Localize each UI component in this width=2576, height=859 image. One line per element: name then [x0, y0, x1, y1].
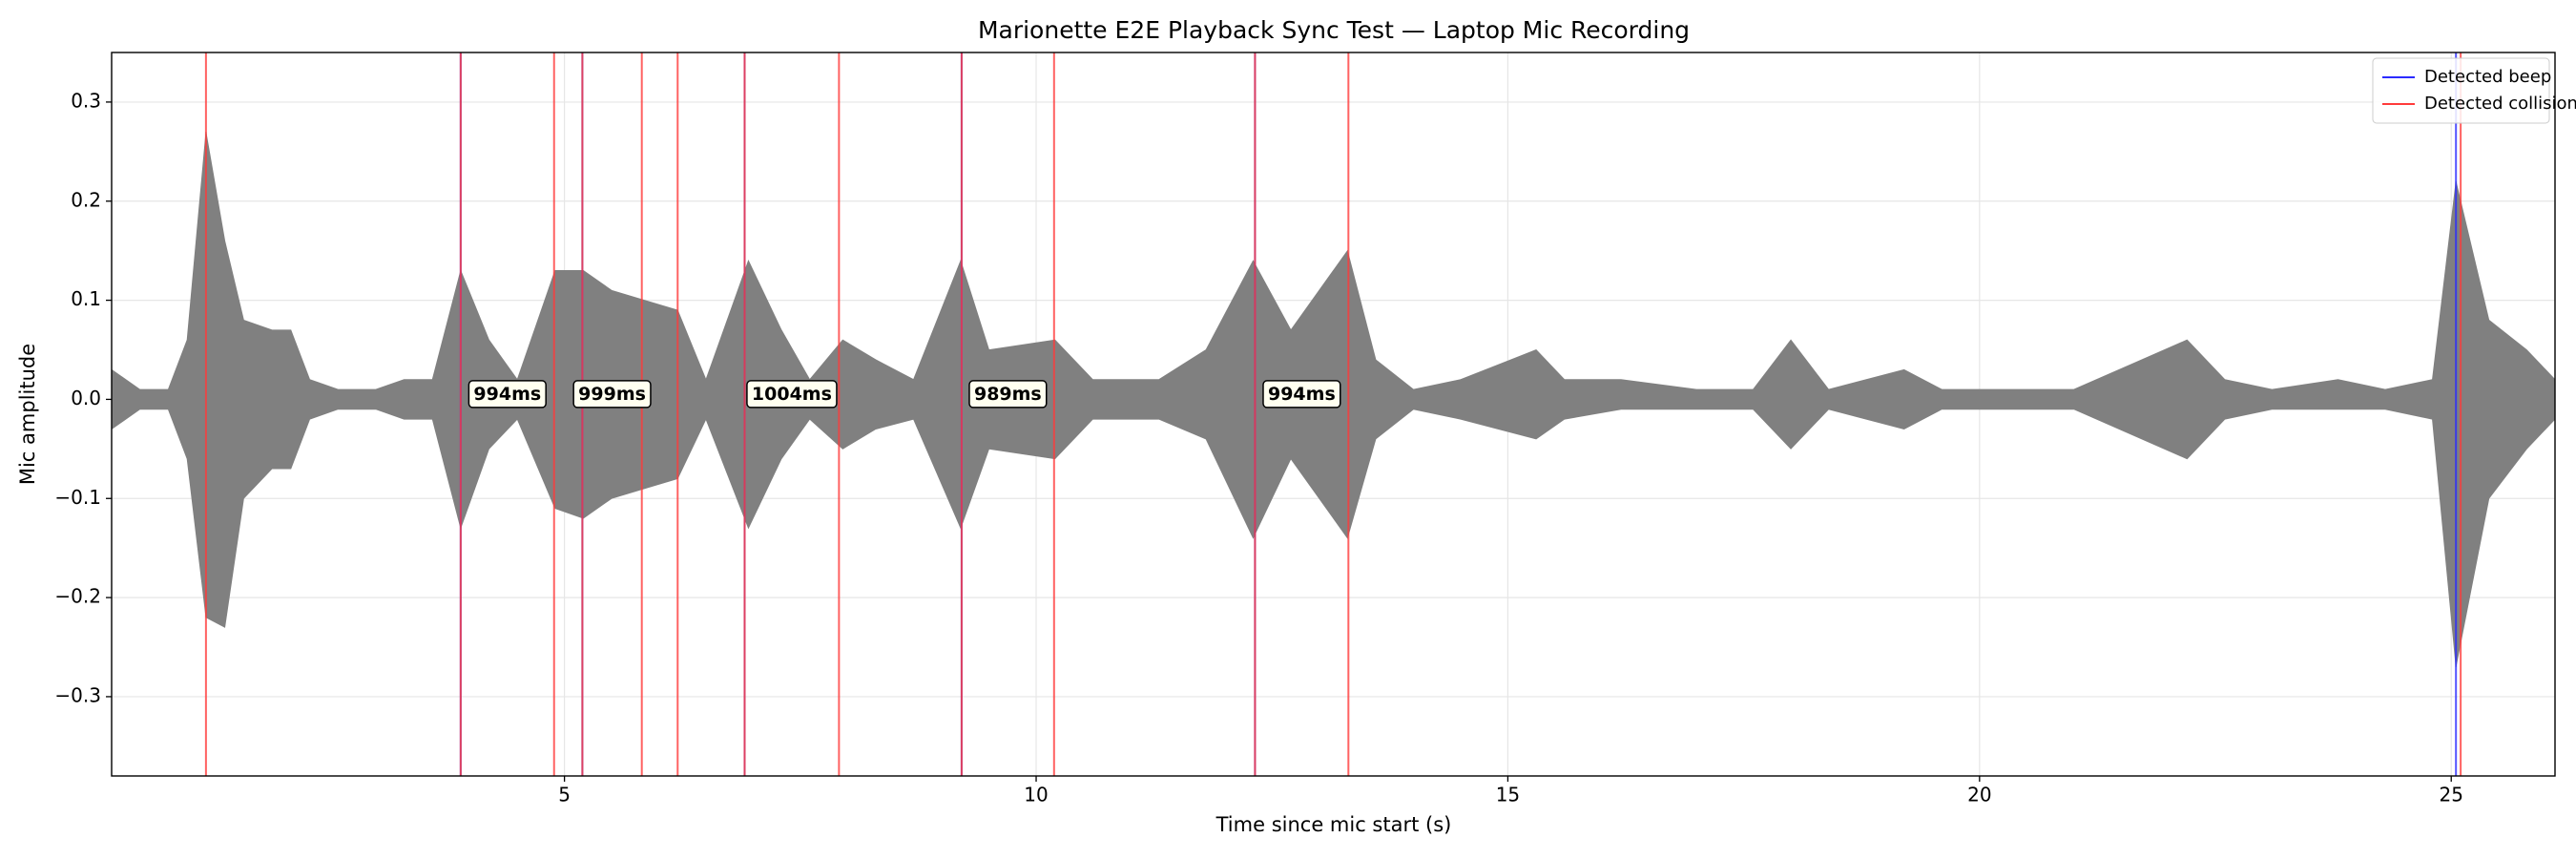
y-tick-label: −0.2	[54, 585, 101, 608]
annotation-text: 1004ms	[752, 384, 832, 405]
plot-frame	[111, 52, 2556, 777]
annotation: 1004ms	[746, 380, 838, 409]
annotation-box	[746, 380, 838, 409]
legend-box	[2372, 57, 2550, 124]
annotation: 994ms	[1262, 380, 1341, 409]
x-tick-label: 25	[2440, 784, 2463, 807]
legend-label: Detected collision	[2424, 94, 2576, 114]
waveform-envelope	[111, 399, 2556, 667]
legend-label: Detected beep	[2424, 67, 2551, 87]
annotation-box	[1262, 380, 1341, 409]
annotation: 999ms	[572, 380, 652, 409]
annotation-text: 994ms	[473, 384, 541, 405]
waveform-envelope	[111, 131, 2556, 400]
annotation-box	[467, 380, 547, 409]
annotation: 994ms	[467, 380, 547, 409]
annotation: 989ms	[968, 380, 1048, 409]
y-tick-label: 0.2	[71, 188, 101, 211]
y-tick-label: −0.3	[54, 683, 101, 706]
y-tick-label: 0.1	[71, 287, 101, 310]
annotation-text: 994ms	[1268, 384, 1336, 405]
y-tick-label: 0.0	[71, 387, 101, 409]
chart-title: Marionette E2E Playback Sync Test — Lapt…	[978, 16, 1690, 44]
annotation-box	[572, 380, 652, 409]
x-tick-label: 15	[1496, 784, 1520, 807]
x-axis-label: Time since mic start (s)	[1215, 813, 1452, 836]
x-tick-label: 20	[1967, 784, 1991, 807]
annotation-text: 999ms	[578, 384, 646, 405]
x-tick-label: 5	[558, 784, 571, 807]
annotation-text: 989ms	[974, 384, 1042, 405]
y-tick-label: −0.1	[54, 486, 101, 509]
annotation-box	[968, 380, 1048, 409]
y-tick-label: 0.3	[71, 89, 101, 112]
x-tick-label: 10	[1024, 784, 1048, 807]
y-axis-label: Mic amplitude	[16, 344, 39, 485]
